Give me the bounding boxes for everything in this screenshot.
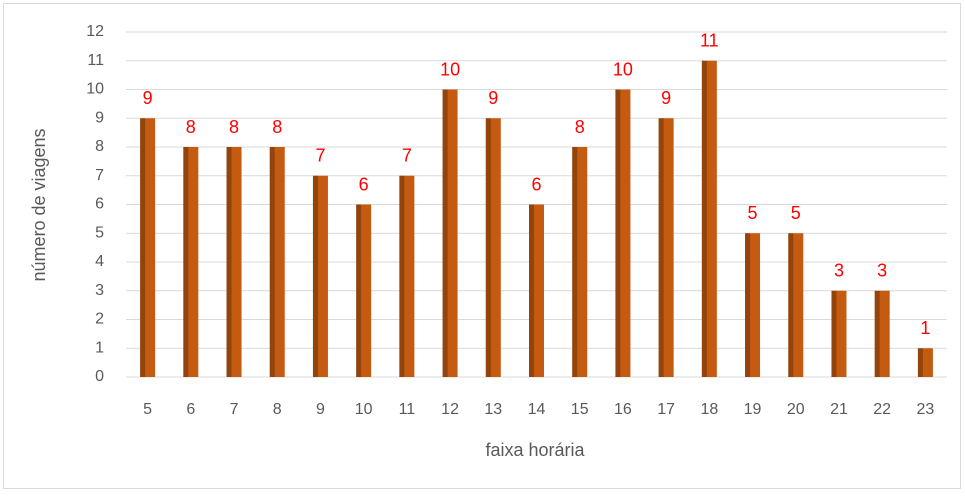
x-tick-label: 14 bbox=[528, 401, 546, 418]
data-label: 6 bbox=[359, 174, 369, 194]
data-label: 8 bbox=[229, 117, 239, 137]
data-label: 11 bbox=[700, 31, 719, 51]
x-tick-label: 19 bbox=[744, 401, 762, 418]
data-label: 8 bbox=[186, 117, 196, 137]
data-label: 5 bbox=[748, 203, 758, 223]
y-tick-label: 1 bbox=[95, 339, 104, 356]
x-tick-label: 13 bbox=[484, 401, 502, 418]
x-tick-label: 21 bbox=[830, 401, 848, 418]
bar-shade bbox=[183, 147, 189, 377]
bar bbox=[183, 147, 199, 377]
data-label: 9 bbox=[661, 88, 671, 108]
y-tick-label: 5 bbox=[95, 224, 104, 241]
bar bbox=[658, 118, 674, 377]
data-label: 10 bbox=[613, 59, 633, 79]
x-tick-label: 18 bbox=[700, 401, 718, 418]
bar-shade bbox=[356, 204, 362, 377]
bar-shade bbox=[140, 118, 146, 377]
bar-shade bbox=[917, 348, 923, 377]
bar bbox=[874, 290, 890, 377]
data-label: 10 bbox=[440, 59, 460, 79]
bar bbox=[226, 147, 242, 377]
y-tick-label: 4 bbox=[95, 253, 104, 270]
x-tick-label: 15 bbox=[571, 401, 589, 418]
bar bbox=[917, 348, 933, 377]
data-label: 1 bbox=[920, 318, 930, 338]
bar bbox=[140, 118, 156, 377]
bar-shade bbox=[745, 233, 751, 377]
bar-shade bbox=[572, 147, 578, 377]
y-tick-label: 6 bbox=[95, 196, 104, 213]
bar bbox=[615, 89, 631, 377]
data-label: 8 bbox=[575, 117, 585, 137]
bar-shade bbox=[529, 204, 534, 377]
y-tick-label: 2 bbox=[95, 311, 104, 328]
data-label: 3 bbox=[877, 261, 887, 281]
x-tick-label: 10 bbox=[355, 401, 373, 418]
y-tick-label: 10 bbox=[86, 81, 104, 98]
y-tick-label: 3 bbox=[95, 282, 104, 299]
data-label: 9 bbox=[143, 88, 153, 108]
data-label: 7 bbox=[402, 146, 412, 166]
x-tick-label: 6 bbox=[186, 401, 195, 418]
x-tick-label: 5 bbox=[143, 401, 152, 418]
data-label: 7 bbox=[315, 146, 325, 166]
x-tick-label: 17 bbox=[657, 401, 675, 418]
bar bbox=[312, 175, 328, 377]
x-tick-label: 9 bbox=[316, 401, 325, 418]
bar bbox=[485, 118, 501, 377]
bar bbox=[831, 290, 847, 377]
y-axis-label: número de viagens bbox=[29, 128, 49, 281]
bar-shade bbox=[788, 233, 794, 377]
bar-shade bbox=[615, 89, 621, 377]
bar bbox=[788, 233, 804, 377]
x-axis-label: faixa horária bbox=[485, 440, 585, 460]
bar bbox=[356, 204, 372, 377]
data-label: 8 bbox=[272, 117, 282, 137]
bar-shade bbox=[399, 175, 405, 377]
bar bbox=[529, 204, 544, 377]
bar-shade bbox=[658, 118, 664, 377]
x-tick-label: 23 bbox=[916, 401, 934, 418]
bar-shade bbox=[831, 290, 837, 377]
bar bbox=[745, 233, 761, 377]
y-tick-label: 9 bbox=[95, 109, 104, 126]
y-tick-label: 0 bbox=[95, 368, 104, 385]
y-tick-label: 12 bbox=[86, 23, 104, 40]
data-label: 6 bbox=[531, 174, 541, 194]
bar bbox=[269, 147, 285, 377]
bar bbox=[701, 60, 717, 377]
data-label: 9 bbox=[488, 88, 498, 108]
bar-shade bbox=[312, 175, 318, 377]
bar-shade bbox=[485, 118, 491, 377]
bar-shade bbox=[701, 60, 707, 377]
x-tick-label: 7 bbox=[230, 401, 239, 418]
x-tick-label: 12 bbox=[441, 401, 459, 418]
x-tick-label: 16 bbox=[614, 401, 632, 418]
y-tick-label: 7 bbox=[95, 167, 104, 184]
x-tick-label: 22 bbox=[873, 401, 891, 418]
x-tick-label: 20 bbox=[787, 401, 805, 418]
bar-shade bbox=[874, 290, 880, 377]
bar bbox=[399, 175, 415, 377]
x-tick-label: 8 bbox=[273, 401, 282, 418]
bar bbox=[442, 89, 458, 377]
bar-shade bbox=[442, 89, 448, 377]
x-tick-label: 11 bbox=[399, 401, 416, 418]
bar-shade bbox=[269, 147, 275, 377]
data-label: 3 bbox=[834, 261, 844, 281]
bar-shade bbox=[226, 147, 232, 377]
bar bbox=[572, 147, 588, 377]
data-label: 5 bbox=[791, 203, 801, 223]
y-tick-label: 8 bbox=[95, 138, 104, 155]
y-tick-label: 11 bbox=[87, 52, 104, 69]
